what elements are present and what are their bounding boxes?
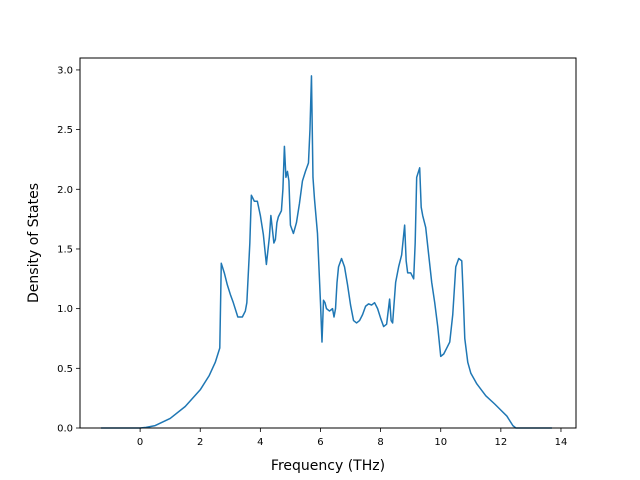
y-tick-label: 1.5 (57, 244, 73, 255)
x-tick-label: 6 (317, 437, 323, 448)
series-line-0 (101, 75, 552, 429)
y-tick-label: 0.5 (57, 364, 73, 375)
y-tick-label: 0.0 (57, 424, 73, 435)
x-tick-label: 14 (555, 437, 568, 448)
x-tick-label: 8 (377, 437, 383, 448)
x-axis-label: Frequency (THz) (271, 458, 385, 474)
x-tick-label: 4 (257, 437, 263, 448)
x-tick-label: 2 (197, 437, 203, 448)
x-tick-label: 12 (494, 437, 507, 448)
x-tick-label: 0 (137, 437, 143, 448)
series-group (101, 75, 552, 429)
x-tick-label: 10 (434, 437, 447, 448)
plot-frame (79, 57, 577, 429)
y-tick-label: 3.0 (57, 65, 73, 76)
y-tick-label: 2.5 (57, 125, 73, 136)
y-tick-label: 1.0 (57, 304, 73, 315)
ticks-group: 0 2 4 6 8 10 12 14 0.0 0.5 1.0 1.5 2.0 2.5 3.0 (57, 65, 567, 448)
plot-area (80, 58, 576, 428)
y-axis-label: Density of States (26, 183, 42, 303)
y-tick-label: 2.0 (57, 185, 73, 196)
